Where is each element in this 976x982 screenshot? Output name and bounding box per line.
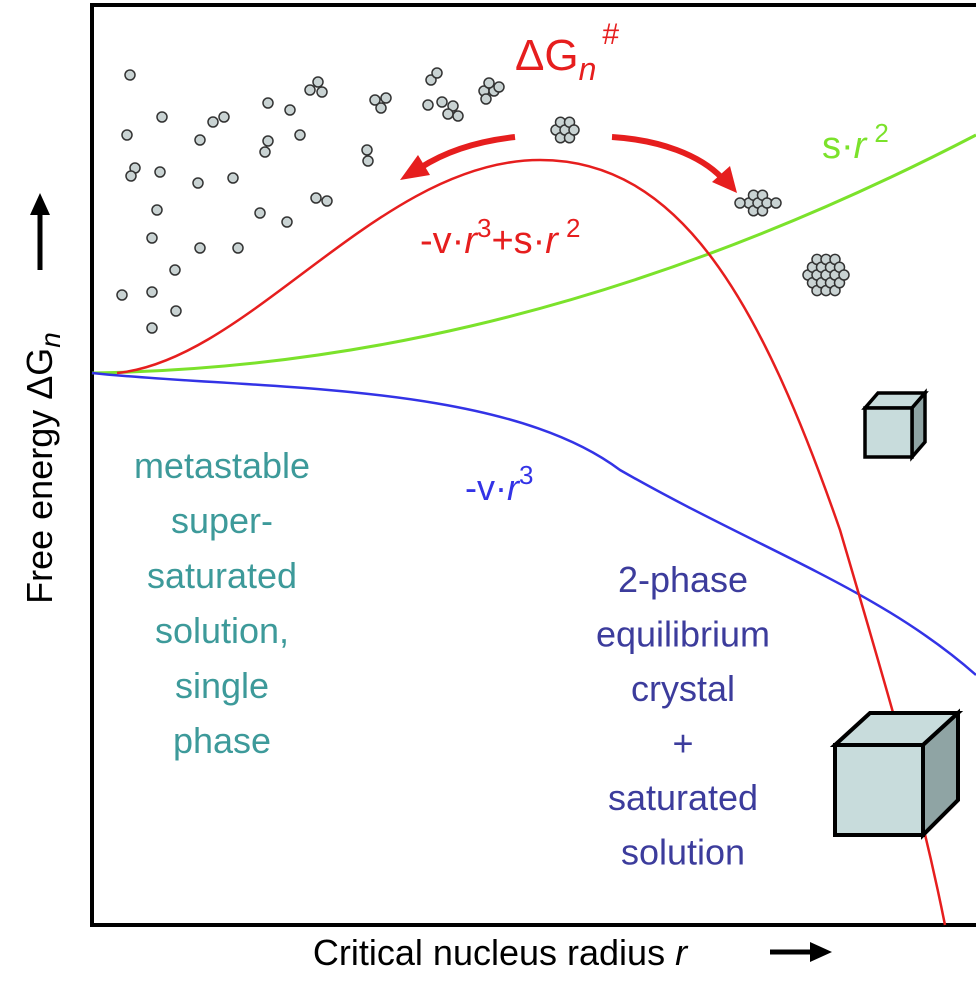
molecule (770, 197, 782, 209)
molecule (380, 92, 392, 104)
molecule (146, 232, 158, 244)
molecule (232, 242, 244, 254)
arrowhead (712, 166, 737, 193)
arrowhead (30, 193, 50, 215)
molecule (254, 207, 266, 219)
molecule (218, 111, 230, 123)
molecule (452, 110, 464, 122)
surface-label: s·r 2 (822, 118, 889, 167)
label-line: metastable (134, 445, 310, 486)
molecule (151, 204, 163, 216)
molecule (838, 269, 850, 281)
molecule (207, 116, 219, 128)
label-line: saturated (147, 555, 297, 596)
molecule (146, 286, 158, 298)
molecule (422, 99, 434, 111)
molecule (483, 77, 495, 89)
equilibrium-label: 2-phase equilibrium crystal + saturated solut… (596, 559, 770, 873)
label-line: solution, (155, 610, 289, 651)
molecule (431, 67, 443, 79)
molecule (192, 177, 204, 189)
molecule (281, 216, 293, 228)
label-line: solution (621, 832, 745, 873)
label-line: crystal (631, 668, 735, 709)
molecule (321, 195, 333, 207)
arrowhead (400, 155, 430, 180)
label-line: phase (173, 720, 271, 761)
molecule (146, 322, 158, 334)
molecule (294, 129, 306, 141)
molecule (262, 97, 274, 109)
label-line: super- (171, 500, 273, 541)
label-line: + (672, 723, 693, 764)
total-label: -v·r3+s·r 2 (420, 213, 580, 262)
molecule (121, 129, 133, 141)
molecule (442, 108, 454, 120)
label-line: equilibrium (596, 614, 770, 655)
label-line: single (175, 665, 269, 706)
molecule (170, 305, 182, 317)
molecule (194, 242, 206, 254)
molecule (116, 289, 128, 301)
molecule (493, 81, 505, 93)
molecule (284, 104, 296, 116)
molecule (734, 197, 746, 209)
volume-label: -v·r3 (465, 460, 533, 508)
molecule (447, 100, 459, 112)
arrow-right (611, 134, 725, 181)
molecule (304, 84, 316, 96)
molecule (375, 102, 387, 114)
metastable-label: metastable super-saturated solution, single… (134, 445, 310, 761)
molecule (310, 192, 322, 204)
molecules (116, 67, 850, 334)
molecule (262, 135, 274, 147)
molecule (194, 134, 206, 146)
molecule (124, 69, 136, 81)
molecule (169, 264, 181, 276)
molecule (227, 172, 239, 184)
molecule (568, 124, 580, 136)
label-line: 2-phase (618, 559, 748, 600)
molecule (125, 170, 137, 182)
frame (90, 3, 976, 927)
volume-curve (91, 371, 976, 676)
label-line: saturated (608, 777, 758, 818)
x-axis-label: Critical nucleus radius r (313, 932, 689, 973)
large-crystal (829, 708, 964, 840)
arrow-left (418, 134, 516, 171)
molecule (369, 94, 381, 106)
small-crystal (861, 388, 929, 462)
molecule (316, 86, 328, 98)
molecule (361, 144, 373, 156)
molecule (480, 93, 492, 105)
molecule (156, 111, 168, 123)
molecule (312, 76, 324, 88)
barrier-label: ΔGn# (515, 18, 619, 87)
y-axis-label: Free energy ΔGn (19, 332, 66, 604)
molecule (259, 146, 271, 158)
molecule (436, 96, 448, 108)
surface-curve (91, 133, 976, 375)
arrowhead (810, 942, 832, 962)
molecule (362, 155, 374, 167)
molecule (154, 166, 166, 178)
